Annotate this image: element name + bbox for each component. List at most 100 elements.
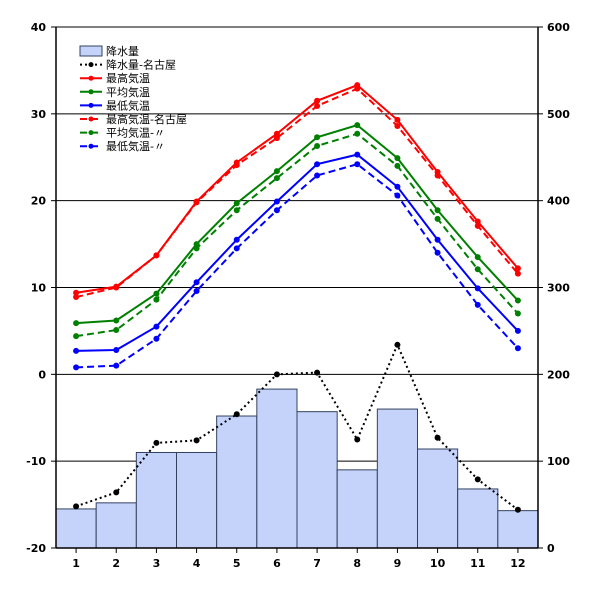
x-tick-label: 10 [430,557,446,570]
right-tick-label: 500 [547,108,570,121]
data-point [233,236,240,243]
data-point [113,284,120,291]
legend-label: 降水量-名古屋 [106,58,176,72]
precipitation-bar [176,451,218,549]
data-point [394,116,401,123]
data-point [73,347,80,354]
data-point [434,215,441,222]
data-point [474,218,481,225]
x-tick-label: 3 [153,557,161,570]
precipitation-bar [376,408,419,549]
precipitation-bars [55,388,539,549]
data-point [153,252,160,259]
legend-label: 平均気温 [106,85,150,99]
precipitation-bar [417,448,459,549]
data-point [474,254,481,261]
legend-label: 降水量 [106,44,139,58]
left-tick-label: 30 [31,108,47,121]
data-point [73,503,80,510]
data-point [153,335,160,342]
x-tick-label: 8 [353,557,361,570]
series-line [76,124,519,325]
legend-marker [88,130,94,136]
series-line [76,163,519,369]
x-tick-label: 7 [313,557,321,570]
series-line [75,84,519,294]
legend-marker [88,89,94,95]
data-point [113,489,120,496]
axes [51,26,543,553]
data-point [73,320,80,327]
data-point [113,327,120,334]
data-point [434,249,441,256]
precipitation-bar [55,508,97,549]
data-point [273,175,280,182]
right-tick-label: 0 [547,542,555,555]
data-point [73,289,80,296]
legend-label: 最高気温 [106,71,150,85]
data-point [354,85,361,92]
x-tick-label: 6 [273,557,281,570]
left-tick-label: 40 [31,21,47,34]
data-point [474,301,481,308]
precipitation-bar [256,388,298,549]
data-point [474,476,481,483]
data-point [354,436,361,443]
data-point [394,122,401,129]
x-tick-label: 1 [72,557,80,570]
data-point [354,161,361,168]
data-point [273,135,280,142]
precipitation-bar [296,411,338,549]
x-tick-label: 12 [510,557,525,570]
data-point [394,183,401,190]
data-point [153,290,160,297]
precipitation-bar [336,469,378,549]
data-point [434,434,441,441]
data-point [273,168,280,175]
data-point [153,296,160,303]
precipitation-bar [497,510,539,549]
data-point [193,245,200,252]
data-point [354,151,361,158]
data-point [73,294,80,301]
data-point [474,266,481,273]
right-tick-label: 200 [547,368,570,381]
data-point [314,103,321,110]
data-point [354,130,361,137]
data-point [193,199,200,206]
data-point [394,162,401,169]
data-point [314,172,321,179]
left-tick-label: -20 [26,542,46,555]
precipitation-bar [135,451,177,549]
series-line [75,342,519,511]
precipitation-bar [457,488,499,549]
data-point [314,161,321,168]
data-point [434,236,441,243]
left-tick-label: -10 [26,455,46,468]
data-point [514,327,521,334]
data-point [314,97,321,104]
data-point [233,200,240,207]
legend-label: 最低気温-〃 [106,139,165,153]
data-point [394,155,401,162]
data-point [113,362,120,369]
x-tick-label: 5 [233,557,241,570]
data-point [113,347,120,354]
data-point [273,130,280,137]
data-point [73,364,80,371]
data-point [273,207,280,214]
data-point [514,270,521,277]
series-line [75,87,519,299]
data-point [434,172,441,179]
data-point [233,411,240,418]
data-point [273,198,280,205]
x-tick-label: 11 [470,557,485,570]
data-point [113,317,120,324]
data-point [273,371,280,378]
left-tick-label: 20 [31,195,47,208]
data-point [474,285,481,292]
data-point [514,310,521,317]
data-point [514,297,521,304]
